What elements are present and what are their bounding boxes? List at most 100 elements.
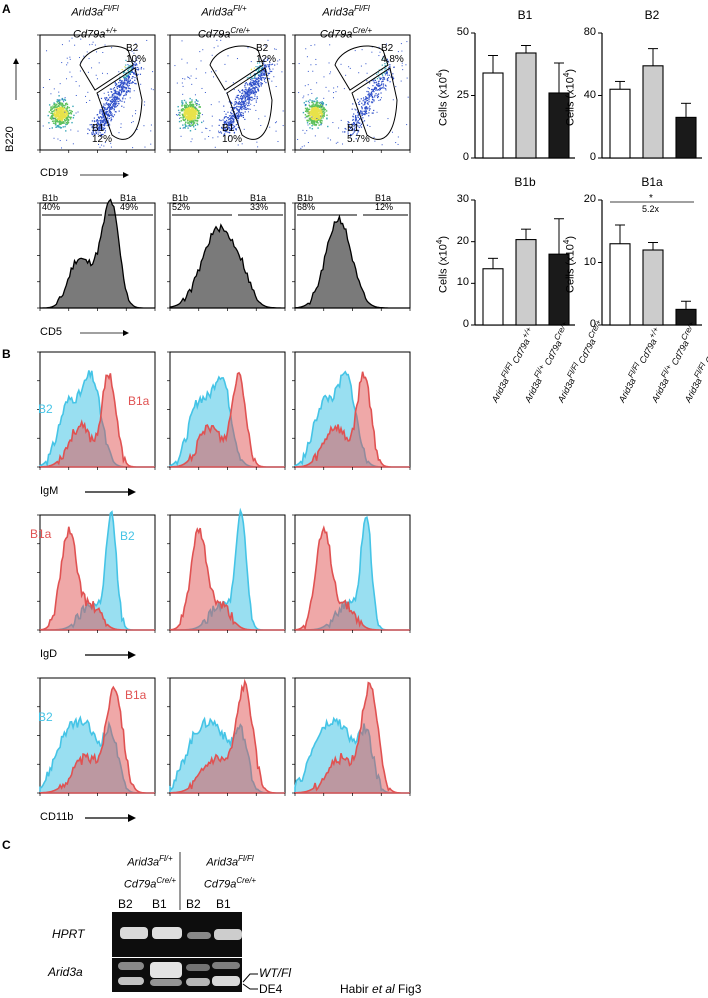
b1a-histogram <box>39 685 155 794</box>
dot-event <box>110 106 113 108</box>
dot-event <box>66 118 68 120</box>
dot-event <box>397 51 399 53</box>
dot-event <box>122 85 124 87</box>
dot-event <box>318 118 321 120</box>
dot-event <box>192 103 195 106</box>
dot-event <box>380 83 383 85</box>
dot-event <box>185 105 187 108</box>
dot-event <box>127 75 129 78</box>
dot-event <box>229 122 231 125</box>
dot-event <box>193 115 195 117</box>
dot-event <box>223 105 225 107</box>
dot-event <box>93 133 95 135</box>
dot-event <box>365 106 367 108</box>
dot-event <box>186 62 188 64</box>
dot-event <box>344 131 346 133</box>
dot-event <box>140 68 142 70</box>
dot-event <box>235 103 237 105</box>
dot-event <box>93 124 96 127</box>
dot-event <box>184 127 186 129</box>
bar <box>675 116 697 159</box>
dot-event <box>190 110 193 112</box>
dot-event <box>53 105 56 108</box>
dot-event <box>368 97 370 99</box>
dot-event <box>315 123 318 126</box>
dot-event <box>320 121 322 124</box>
dot-event <box>101 113 103 115</box>
dot-event <box>253 84 256 86</box>
dot-event <box>348 129 350 131</box>
dot-event <box>54 122 56 125</box>
dot-event <box>372 90 374 92</box>
dot-event <box>237 94 240 96</box>
dot-event <box>57 102 60 105</box>
dot-event <box>123 87 126 89</box>
dot-event <box>306 107 309 109</box>
dot-event <box>129 97 131 99</box>
dot-event <box>97 124 100 126</box>
dot-event <box>232 119 234 121</box>
dot-event <box>258 70 260 72</box>
dot-event <box>244 89 246 91</box>
dot-event <box>244 103 246 105</box>
bar-chart-title: B2 <box>644 8 660 22</box>
dot-event <box>365 98 367 100</box>
dot-event <box>62 103 64 106</box>
dot-event <box>225 116 227 118</box>
dot-event <box>104 132 106 134</box>
dot-event <box>135 63 137 65</box>
dot-event <box>308 117 311 119</box>
dot-event <box>223 130 225 132</box>
dot-event <box>109 103 112 105</box>
dot-event <box>242 103 244 105</box>
dot-event <box>230 101 233 104</box>
dot-event <box>257 82 259 84</box>
dot-event <box>316 118 318 120</box>
dot-event <box>51 116 53 119</box>
dot-event <box>48 111 51 113</box>
dot-event <box>187 108 190 111</box>
dot-event <box>343 88 345 90</box>
dot-event <box>126 84 129 86</box>
dot-event <box>221 127 223 129</box>
dot-event <box>228 101 230 103</box>
dot-event <box>242 116 245 119</box>
dot-event <box>233 127 235 129</box>
dot-event <box>110 142 112 144</box>
dot-event <box>217 136 219 138</box>
dot-event <box>357 111 359 113</box>
dot-event <box>381 74 384 76</box>
gel-band <box>186 964 210 971</box>
dot-event <box>64 120 66 122</box>
dot-event <box>87 128 89 130</box>
dot-event <box>326 114 328 116</box>
dot-event <box>195 68 197 70</box>
dot-event <box>58 126 60 128</box>
dot-event <box>316 111 318 113</box>
dot-event <box>182 78 184 80</box>
genotype-header: Arid3aFl/Fl Cd79aCre/+ <box>319 4 373 41</box>
dot-event <box>62 99 65 101</box>
dot-event <box>229 124 231 126</box>
dot-event <box>367 93 370 95</box>
dot-event <box>131 67 133 69</box>
dot-event <box>67 110 69 112</box>
dot-event <box>311 114 314 116</box>
dot-event <box>360 113 362 115</box>
dot-event <box>186 107 188 109</box>
dot-event <box>230 125 233 128</box>
dot-event <box>245 89 248 91</box>
dot-event <box>377 83 380 85</box>
dot-event <box>387 79 389 81</box>
gel-lane-label: B2 <box>118 897 133 911</box>
dot-event <box>181 58 183 60</box>
dot-event <box>235 117 238 119</box>
dot-event <box>71 76 73 78</box>
dot-event <box>61 106 64 108</box>
dot-event <box>229 123 231 125</box>
dot-event <box>258 77 260 79</box>
dot-event <box>367 103 369 105</box>
b1b-gate-percent: 68% <box>297 202 316 212</box>
dot-event <box>228 121 230 123</box>
dot-event <box>255 91 257 94</box>
